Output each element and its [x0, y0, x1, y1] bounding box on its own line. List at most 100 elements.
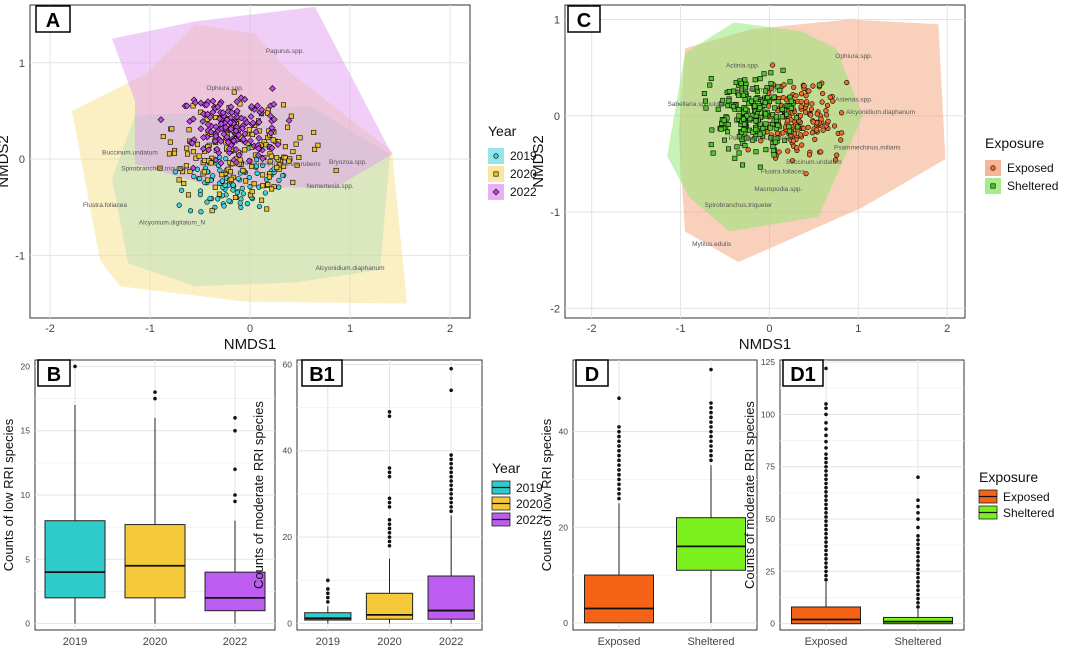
outlier-point: [916, 504, 920, 509]
point-2019: [221, 203, 227, 209]
point-Exposed: [834, 152, 840, 158]
y-tick-label: 25: [766, 566, 776, 576]
outlier-point: [824, 498, 828, 503]
outlier-point: [916, 534, 920, 538]
point-2019: [276, 177, 282, 183]
point-2019: [197, 192, 203, 198]
point-2019: [240, 191, 246, 197]
point-Sheltered: [757, 164, 763, 170]
point-Exposed: [793, 93, 799, 99]
x-tick-label: -1: [676, 323, 686, 335]
point-Exposed: [812, 136, 818, 142]
legend-D1: Exposure Exposed Sheltered: [978, 469, 1054, 520]
point-Sheltered: [768, 70, 774, 76]
box-Sheltered: [676, 517, 746, 571]
point-Exposed: [785, 118, 791, 124]
outlier-point: [916, 498, 920, 503]
species-label: Alcyonidium.diaphanum: [315, 265, 384, 272]
point-2020: [285, 124, 291, 130]
point-Sheltered: [750, 86, 756, 92]
point-2022: [246, 137, 254, 145]
outlier-point: [824, 464, 828, 469]
point-2022: [200, 133, 207, 141]
outlier-point: [387, 531, 392, 535]
point-Sheltered: [787, 79, 793, 85]
point-2020: [312, 146, 318, 152]
point-Exposed: [798, 98, 804, 105]
point-Sheltered: [771, 94, 777, 100]
outlier-point: [326, 595, 330, 600]
svg-text:B: B: [47, 364, 61, 386]
outlier-point: [824, 510, 828, 515]
box-2019: [44, 520, 106, 599]
point-2020: [249, 189, 255, 195]
point-Sheltered: [736, 92, 742, 98]
outlier-point: [824, 557, 828, 561]
outlier-point: [387, 496, 392, 501]
species-label: Asterias.rubens: [275, 161, 321, 168]
point-2022: [189, 164, 197, 172]
outlier-point: [824, 573, 828, 578]
point-2022: [232, 127, 240, 135]
outlier-point: [824, 561, 828, 565]
point-Sheltered: [725, 146, 731, 152]
point-2019: [247, 184, 253, 190]
legend-marker: [492, 188, 500, 196]
point-2022: [219, 109, 227, 117]
outlier-point: [824, 366, 828, 371]
point-2019: [280, 172, 286, 179]
outlier-point: [387, 518, 392, 522]
x-tick-label: 2020: [377, 636, 401, 648]
point-2020: [209, 208, 215, 214]
point-Exposed: [785, 148, 791, 154]
point-Sheltered: [763, 147, 769, 153]
legend-label: Sheltered: [1007, 179, 1058, 193]
outlier-point: [709, 439, 713, 444]
point-2020: [231, 89, 237, 95]
outlier-point: [916, 596, 920, 601]
point-2019: [256, 203, 263, 210]
point-2020: [294, 162, 300, 168]
point-2020: [315, 142, 321, 148]
y-tick-label: 20: [21, 361, 31, 371]
point-2020: [274, 164, 280, 170]
outlier-point: [824, 548, 828, 553]
y-tick-label: 75: [766, 462, 776, 472]
y-tick-label: 0: [25, 619, 30, 629]
x-tick-label: 2022: [223, 636, 247, 648]
outlier-point: [824, 460, 828, 465]
outlier-point: [824, 569, 828, 574]
point-Sheltered: [702, 98, 708, 104]
legend-C: Exposure Exposed Sheltered: [985, 135, 1058, 194]
outlier-point: [449, 474, 453, 479]
point-2020: [288, 113, 294, 119]
box-Exposed: [791, 606, 861, 625]
svg-text:D1: D1: [790, 364, 816, 386]
outlier-point: [916, 538, 920, 542]
point-2022: [213, 145, 221, 153]
point-2019: [197, 176, 203, 182]
point-Exposed: [827, 94, 833, 100]
x-tick-label: 1: [855, 323, 861, 335]
outlier-point: [824, 523, 828, 528]
outlier-point: [617, 425, 621, 429]
outlier-point: [449, 479, 453, 483]
point-2020: [169, 126, 175, 132]
outlier-point: [824, 433, 828, 438]
point-2020: [205, 177, 211, 183]
legend-marker: [990, 165, 996, 171]
point-2019: [238, 204, 244, 210]
point-2019: [253, 163, 260, 169]
point-Sheltered: [703, 105, 709, 111]
point-Exposed: [814, 111, 820, 117]
hull-2022: [112, 6, 392, 188]
outlier-point: [916, 550, 920, 555]
outlier-point: [709, 434, 713, 439]
species-label: Spirobranchus.triqueter: [121, 166, 189, 173]
point-2020: [290, 149, 296, 155]
point-2019: [179, 187, 185, 193]
y-axis-title: Counts of moderate RRI species: [251, 401, 266, 589]
point-2019: [244, 201, 250, 207]
outlier-point: [824, 406, 828, 410]
panel-label-C: C: [567, 5, 601, 33]
